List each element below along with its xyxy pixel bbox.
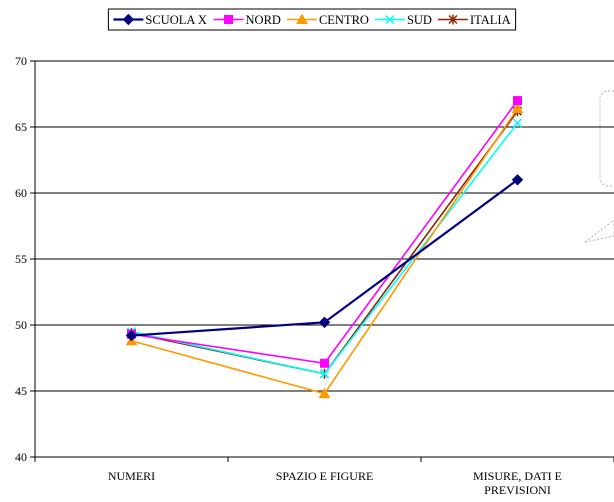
legend-item-scuola-x: SCUOLA X: [113, 13, 207, 27]
series-italia: [126, 106, 523, 379]
legend-label: SCUOLA X: [145, 13, 206, 27]
data-point: [511, 102, 524, 114]
legend-swatch-marker: [122, 13, 135, 26]
series-line: [131, 110, 519, 375]
legend-item-italia: ITALIA: [437, 13, 511, 27]
data-point: [318, 387, 331, 399]
y-tick-label: 50: [15, 318, 27, 332]
legend: SCUOLA X NORD CENTRO SUD ITALIA: [107, 8, 517, 31]
data-point: [318, 316, 331, 329]
legend-item-nord: NORD: [213, 13, 281, 27]
legend-label: SUD: [407, 13, 432, 27]
legend-label: ITALIA: [470, 13, 511, 27]
legend-item-sud: SUD: [374, 13, 432, 27]
legend-swatch-marker: [224, 15, 234, 24]
y-tick-label: 45: [15, 384, 27, 398]
series-line: [131, 108, 519, 395]
data-point: [319, 369, 330, 379]
legend-swatch-marker: [296, 13, 308, 24]
series-centro: [125, 102, 524, 399]
legend-item-centro: CENTRO: [286, 13, 369, 27]
series-line: [131, 122, 519, 375]
callout-pointer-icon: [584, 219, 614, 243]
x-category-label: NUMERI: [108, 469, 155, 483]
data-point: [513, 96, 522, 106]
y-tick-label: 40: [15, 450, 27, 464]
y-tick-label: 65: [15, 120, 27, 134]
data-point: [512, 118, 523, 128]
y-tick-label: 60: [15, 186, 27, 200]
y-tick-label: 55: [15, 252, 27, 266]
series-line: [131, 178, 519, 337]
legend-swatch-marker: [385, 14, 395, 25]
y-axis-ticks: 40 45 50 55 60 65 70: [15, 54, 35, 464]
x-category-label-line: PREVISIONI: [484, 483, 551, 497]
partial-callout-decoration: [584, 90, 614, 243]
legend-label: NORD: [246, 13, 281, 27]
x-category-label: SPAZIO E FIGURE: [276, 469, 374, 483]
series-scuola-x: [125, 174, 524, 342]
x-axis-categories: NUMERI SPAZIO E FIGURE MISURE, DATI E PREVI…: [34, 457, 614, 497]
callout-box-icon: [599, 90, 614, 187]
y-tick-label: 70: [15, 54, 27, 68]
data-point: [320, 358, 329, 368]
legend-swatch-marker: [448, 14, 458, 25]
data-point: [125, 329, 138, 342]
data-point: [511, 174, 524, 186]
x-category-label: MISURE, DATI E PREVISIONI: [473, 469, 562, 497]
legend-label: CENTRO: [319, 13, 369, 27]
series-group: [125, 96, 524, 399]
series-sud: [126, 118, 523, 379]
x-category-label-line: MISURE, DATI E: [473, 469, 562, 483]
